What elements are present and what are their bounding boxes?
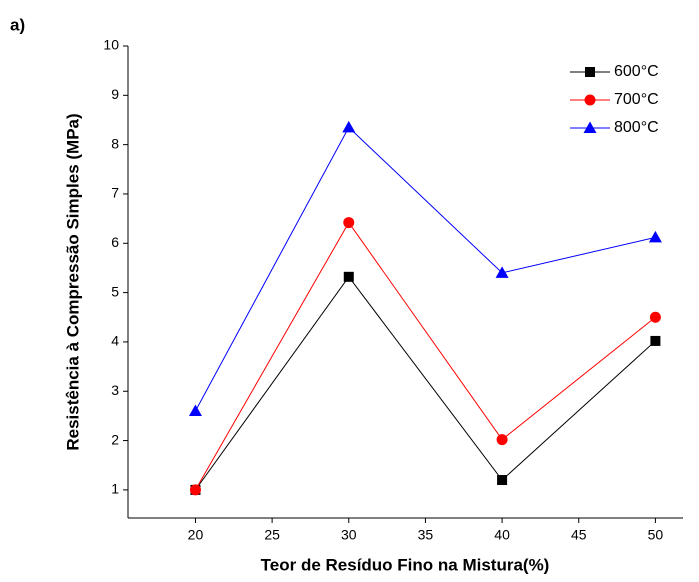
legend-label: 600°C <box>614 63 659 80</box>
marker <box>495 266 509 278</box>
marker <box>188 404 202 416</box>
y-tick-label: 3 <box>111 382 119 398</box>
x-tick-label: 45 <box>571 527 587 543</box>
x-tick-label: 40 <box>494 527 510 543</box>
marker <box>649 311 661 323</box>
y-tick-label: 9 <box>111 86 119 102</box>
y-tick-label: 6 <box>111 234 119 250</box>
marker <box>189 484 201 496</box>
y-tick-label: 2 <box>111 431 119 447</box>
series-line <box>195 275 656 491</box>
marker <box>497 475 508 486</box>
marker <box>342 120 356 133</box>
y-tick-label: 10 <box>103 37 119 53</box>
marker <box>343 271 354 282</box>
legend-marker <box>584 94 596 106</box>
y-tick-label: 4 <box>111 333 119 349</box>
series-line <box>195 126 656 412</box>
x-tick-label: 20 <box>188 527 204 543</box>
marker <box>496 434 508 446</box>
legend-marker <box>583 121 597 133</box>
series-line <box>195 221 656 491</box>
y-tick-label: 5 <box>111 283 119 299</box>
legend-label: 700°C <box>614 91 659 108</box>
x-axis-title: Teor de Resíduo Fino na Mistura(%) <box>261 555 550 574</box>
marker <box>343 217 355 229</box>
marker <box>648 230 662 243</box>
x-tick-label: 30 <box>341 527 357 543</box>
panel-label: a) <box>10 15 25 34</box>
legend-label: 800°C <box>614 119 659 136</box>
x-tick-label: 35 <box>418 527 434 543</box>
x-tick-label: 50 <box>648 527 664 543</box>
marker <box>650 335 661 346</box>
y-tick-label: 7 <box>111 185 119 201</box>
y-axis-title: Resistência à Compressão Simples (MPa) <box>63 113 82 450</box>
x-tick-label: 25 <box>264 527 280 543</box>
y-tick-label: 1 <box>111 481 119 497</box>
y-tick-label: 8 <box>111 135 119 151</box>
legend-marker <box>585 67 595 77</box>
